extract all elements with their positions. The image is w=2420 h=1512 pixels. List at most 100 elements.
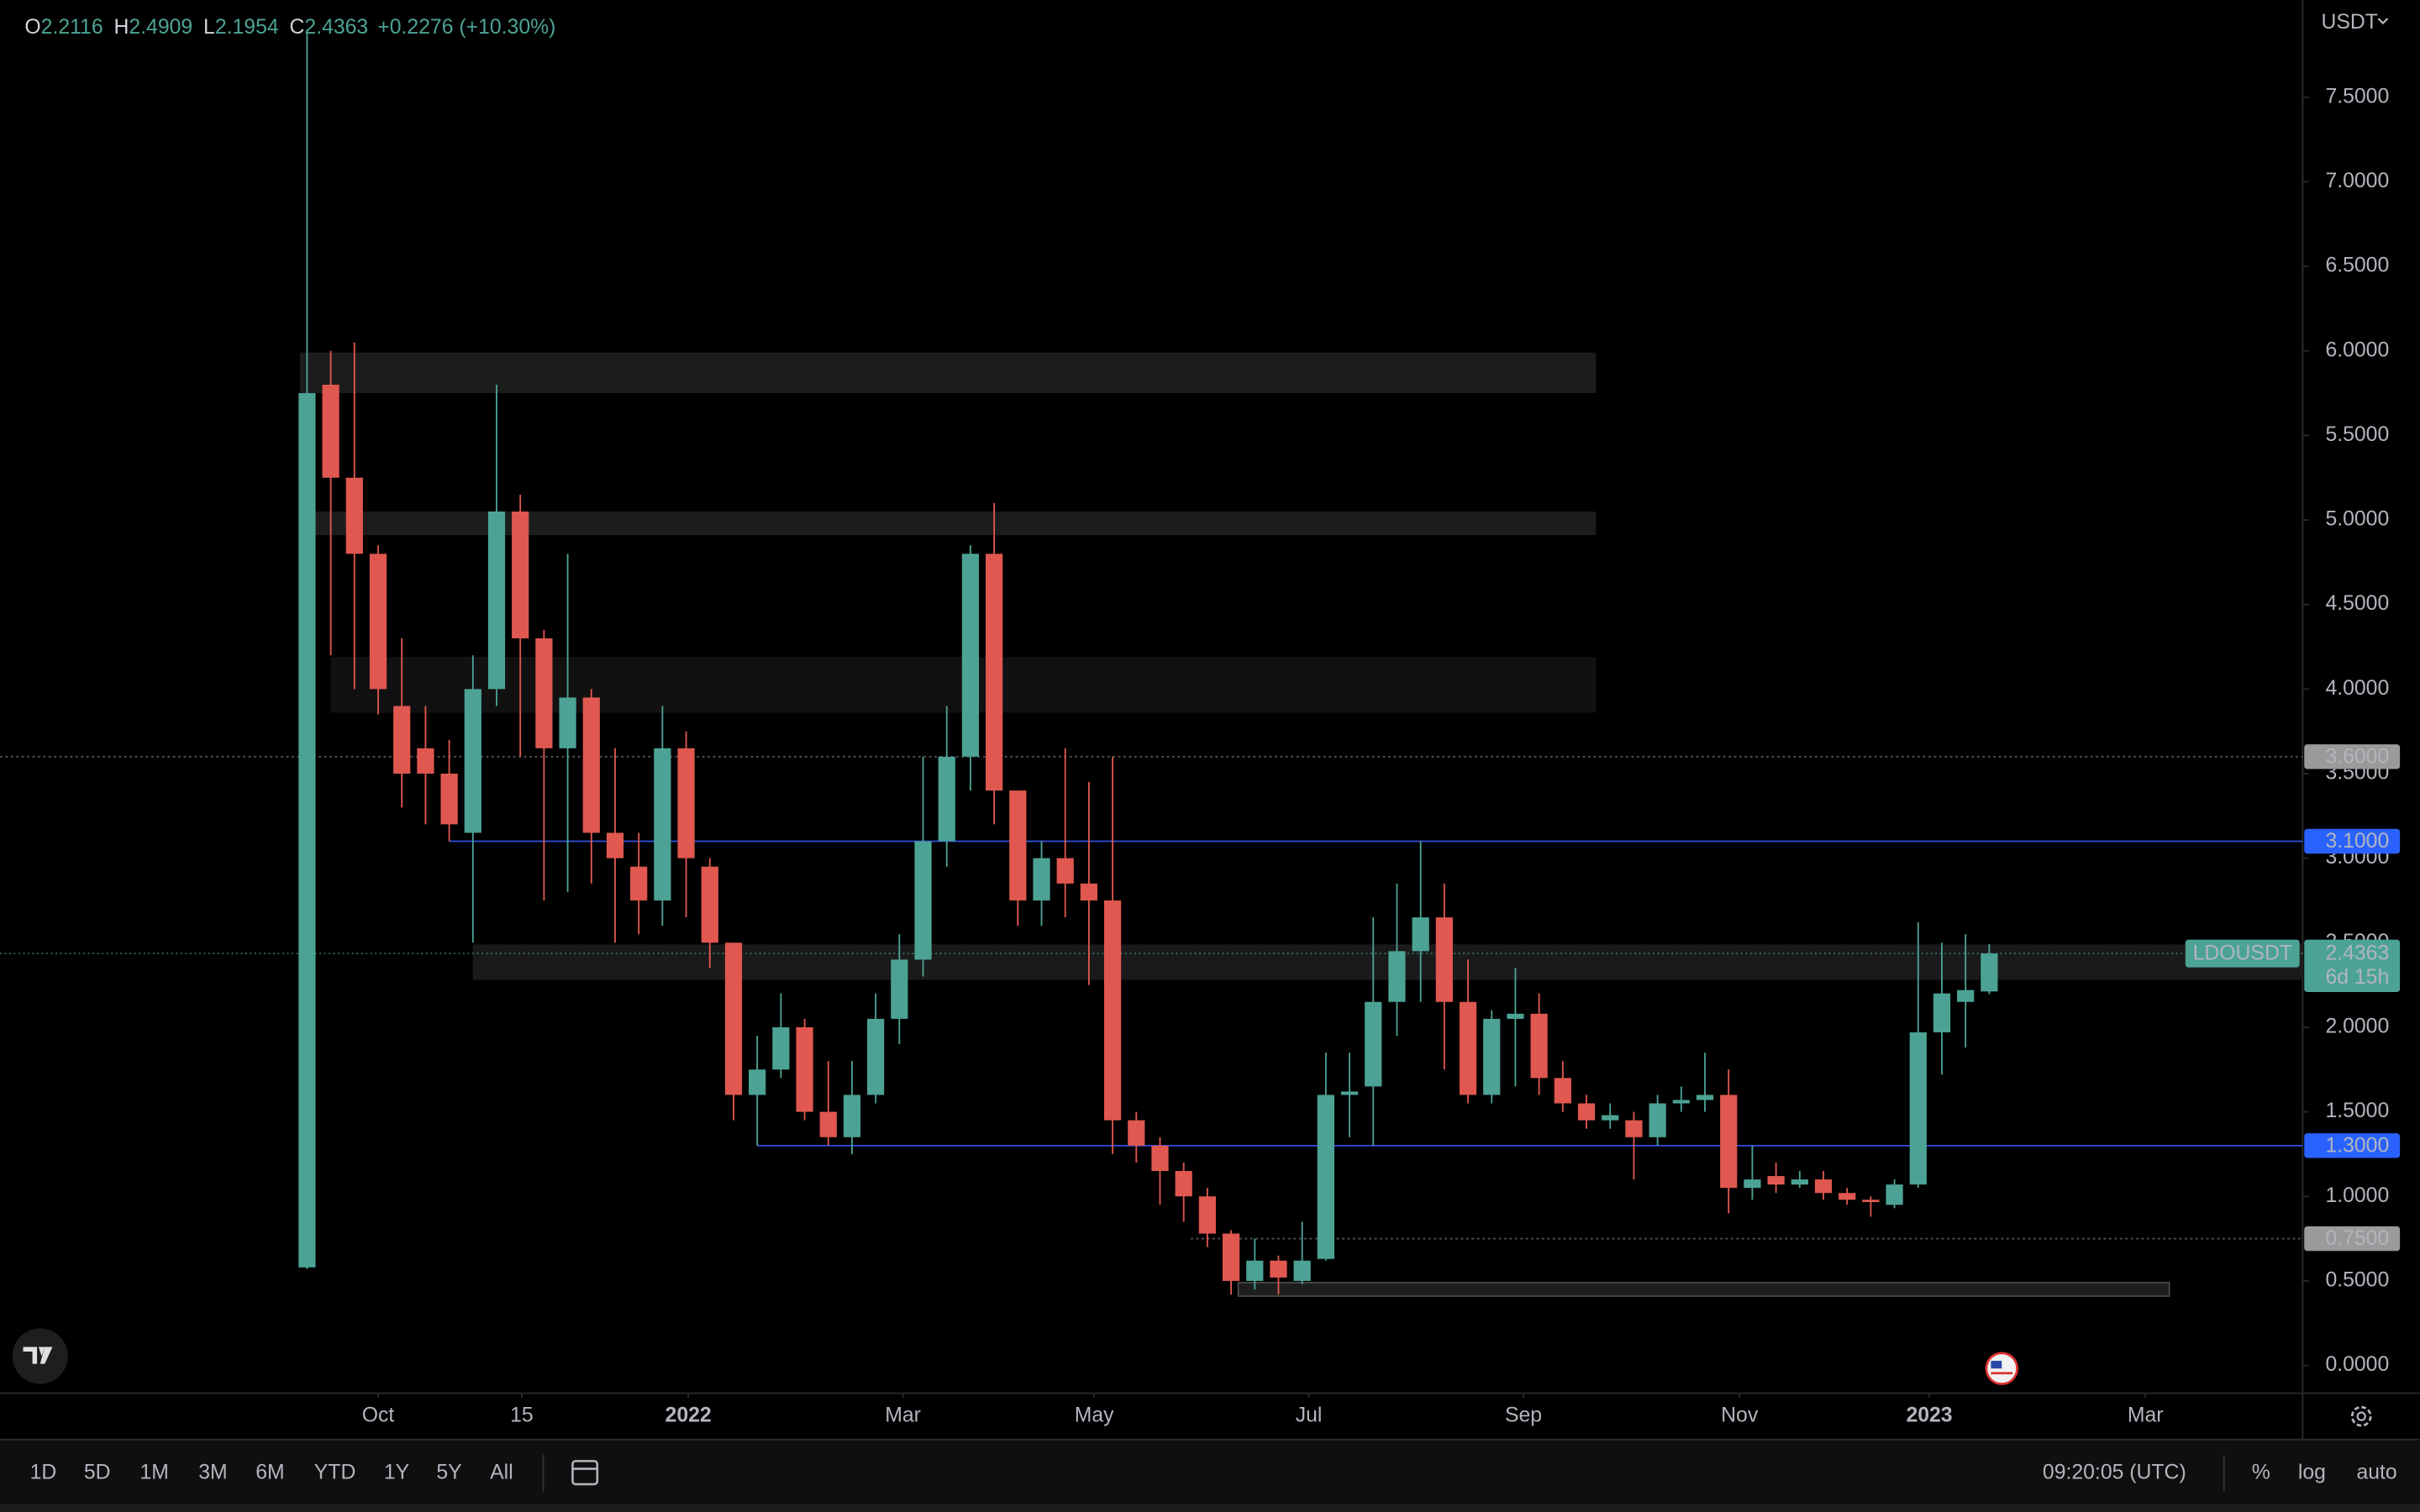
candle-body bbox=[1720, 1095, 1738, 1189]
scale-option[interactable]: auto bbox=[2356, 1462, 2396, 1484]
candle-body bbox=[1080, 883, 1098, 900]
candle-body bbox=[1791, 1179, 1808, 1185]
x-tick-label: Sep bbox=[1505, 1404, 1542, 1427]
candle-body bbox=[1933, 993, 1951, 1032]
flag-canton[interactable] bbox=[1991, 1361, 2002, 1369]
candle-body bbox=[1222, 1233, 1240, 1281]
candle-body bbox=[464, 689, 481, 833]
candle-body bbox=[440, 773, 458, 825]
ohlc-key: H bbox=[113, 16, 129, 39]
candle-body bbox=[606, 832, 624, 858]
x-tick-label: Jul bbox=[1296, 1404, 1323, 1427]
symbol-tag bbox=[2185, 939, 2300, 968]
candle-body bbox=[1483, 1018, 1501, 1095]
change-label: +0.2276 (+10.30%) bbox=[377, 16, 555, 39]
candle-body bbox=[559, 697, 576, 748]
currency-label[interactable]: USDT bbox=[2321, 11, 2377, 34]
candle-body bbox=[1839, 1193, 1856, 1200]
candle-body bbox=[1814, 1179, 1833, 1194]
ohlc-key: C bbox=[290, 16, 305, 39]
candle-body bbox=[1435, 917, 1453, 1002]
candle-body bbox=[1625, 1120, 1643, 1137]
candle-body bbox=[914, 841, 932, 960]
gear-inner[interactable] bbox=[2356, 1411, 2366, 1421]
ohlc-value: 2.4909 bbox=[129, 16, 192, 39]
range-button[interactable]: 1Y bbox=[384, 1462, 409, 1484]
logo-circle[interactable] bbox=[12, 1328, 68, 1384]
symbol-tag-label: LDOUSDT bbox=[2193, 942, 2292, 965]
candle-body bbox=[1862, 1200, 1880, 1203]
candle-body bbox=[1365, 1001, 1382, 1087]
scale-option[interactable]: log bbox=[2298, 1462, 2326, 1484]
candle-body bbox=[582, 697, 600, 833]
range-button[interactable]: YTD bbox=[314, 1462, 356, 1484]
logo-mark[interactable] bbox=[23, 1347, 53, 1364]
level-tag bbox=[2304, 1133, 2401, 1158]
candle-body bbox=[1293, 1260, 1311, 1281]
candle-body bbox=[938, 756, 955, 842]
y-tick-label: 4.5000 bbox=[2325, 592, 2389, 615]
range-button[interactable]: 1M bbox=[139, 1462, 168, 1484]
price-tag bbox=[2304, 939, 2401, 993]
candle-body bbox=[1009, 790, 1027, 900]
calendar-icon[interactable] bbox=[571, 1460, 599, 1486]
ohlc-value: 2.2116 bbox=[41, 16, 103, 39]
candle-body bbox=[345, 477, 363, 554]
zone bbox=[1237, 1282, 2170, 1297]
candle-body bbox=[535, 638, 553, 748]
x-tick-label: 15 bbox=[510, 1404, 534, 1427]
tv-logo[interactable] bbox=[12, 1328, 68, 1384]
price-tag-label: 2.4363 bbox=[2325, 942, 2389, 965]
range-button[interactable]: 1D bbox=[30, 1462, 57, 1484]
range-button[interactable]: 6M bbox=[255, 1462, 284, 1484]
y-tick-label: 7.0000 bbox=[2325, 170, 2389, 192]
range-button[interactable]: 5Y bbox=[436, 1462, 461, 1484]
candle-body bbox=[1554, 1078, 1571, 1104]
y-tick-label: 5.5000 bbox=[2325, 423, 2389, 446]
y-tick-label: 7.5000 bbox=[2325, 85, 2389, 108]
zone bbox=[313, 511, 1597, 536]
candle-body bbox=[298, 393, 316, 1268]
y-tick-label: 2.0000 bbox=[2325, 1015, 2389, 1037]
candle-body bbox=[1577, 1103, 1596, 1121]
level-tag bbox=[2304, 828, 2401, 854]
candle-body bbox=[1696, 1095, 1714, 1100]
candle-body bbox=[417, 748, 434, 774]
range-button[interactable]: All bbox=[490, 1462, 513, 1484]
range-button[interactable]: 3M bbox=[198, 1462, 227, 1484]
countdown-label: 6d 15h bbox=[2325, 966, 2389, 989]
ohlc-key: O bbox=[24, 16, 40, 39]
candle-body bbox=[961, 554, 980, 757]
candle-body bbox=[749, 1069, 766, 1095]
candle-body bbox=[1151, 1145, 1169, 1172]
candle-body bbox=[1246, 1260, 1264, 1281]
candle-body bbox=[1388, 951, 1406, 1002]
range-button[interactable]: 5D bbox=[84, 1462, 111, 1484]
y-tick-label: 5.0000 bbox=[2325, 508, 2389, 531]
candle-body bbox=[701, 866, 718, 943]
candle-body bbox=[1672, 1100, 1690, 1104]
level-tag-label: 3.6000 bbox=[2325, 745, 2389, 768]
candle-body bbox=[1909, 1032, 1927, 1185]
candle-body bbox=[677, 748, 695, 858]
zone bbox=[299, 352, 1597, 394]
candle-body bbox=[1744, 1179, 1761, 1189]
candle-body bbox=[654, 748, 671, 900]
x-tick-label: Mar bbox=[885, 1404, 921, 1427]
ohlc-key: L bbox=[203, 16, 215, 39]
candle-body bbox=[1056, 858, 1074, 884]
candle-body bbox=[772, 1026, 790, 1070]
candle-body bbox=[1459, 1001, 1477, 1095]
scale-option[interactable]: % bbox=[2252, 1462, 2270, 1484]
level-tag-label: 1.3000 bbox=[2325, 1134, 2389, 1157]
candle-body bbox=[1175, 1171, 1192, 1197]
flag-icon[interactable] bbox=[1985, 1352, 2018, 1385]
candle-body bbox=[1340, 1091, 1359, 1095]
y-tick-label: 1.0000 bbox=[2325, 1184, 2389, 1207]
candle-body bbox=[1412, 917, 1429, 952]
currency-chevron[interactable] bbox=[2377, 18, 2389, 25]
calendar-frame[interactable] bbox=[571, 1460, 599, 1486]
candle-body bbox=[1530, 1013, 1548, 1079]
candle-body bbox=[1033, 858, 1050, 900]
